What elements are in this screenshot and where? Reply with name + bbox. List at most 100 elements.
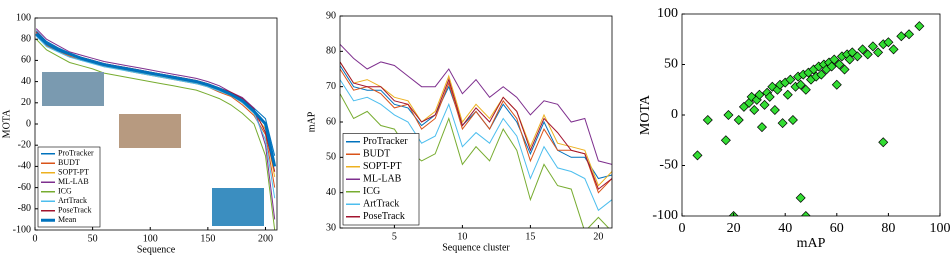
y-tick-label: 40 [21, 76, 31, 87]
y-tick-label: 0 [671, 107, 678, 122]
scatter-point [764, 91, 775, 102]
y-axis-label: MOTA [638, 94, 653, 135]
scatter-point [816, 69, 827, 80]
scatter-point [795, 192, 806, 203]
axes-frame [681, 13, 941, 217]
legend-label: ML-LAB [363, 174, 402, 185]
series-line [340, 79, 612, 212]
scatter-point [787, 115, 798, 126]
axes-frame [34, 17, 278, 231]
x-tick-label: 15 [525, 231, 535, 242]
legend-label: ProTracker [363, 136, 408, 147]
y-axis-label: MOTA [1, 109, 12, 138]
scatter-point [867, 41, 878, 52]
y-tick-label: 100 [657, 6, 678, 21]
scatter-point [800, 211, 811, 216]
y-tick-label: 70 [326, 81, 336, 92]
scatter-point [702, 115, 713, 126]
scatter-point [733, 115, 744, 126]
x-tick-label: 200 [258, 233, 273, 244]
scatter-point [720, 135, 731, 146]
legend-label: ICG [363, 186, 380, 197]
x-axis-label: Sequence [137, 244, 176, 255]
photo [42, 72, 104, 106]
scatter-point [839, 64, 850, 75]
scatter-point [777, 118, 788, 129]
scatter-point [834, 59, 845, 70]
series-line [340, 61, 612, 190]
scatter-point [795, 79, 806, 90]
x-tick-label: 0 [679, 221, 686, 236]
chart: 5 10 15 20 30 40 50 60 70 80 90 Sequence cluster mAP… [306, 10, 613, 253]
series-line [35, 38, 276, 230]
series-line [340, 61, 612, 187]
series-line [340, 93, 610, 228]
y-tick-label: -20 [18, 139, 31, 150]
plot-area [692, 21, 925, 216]
x-tick-label: 20 [593, 231, 603, 242]
scatter-point [904, 29, 915, 40]
scatter-point [878, 137, 889, 148]
axes-frame [339, 15, 613, 229]
series-line [340, 68, 612, 194]
plot-area [340, 43, 612, 228]
scatter-point [754, 89, 765, 100]
y-tick-label: -60 [18, 182, 31, 193]
scatter-point [888, 44, 899, 55]
scatter-point [800, 84, 811, 95]
chart: 0 20 40 60 80 100 -100 -50 0 50 100 mAP MOTA [638, 6, 950, 251]
x-tick-label: 60 [830, 221, 844, 236]
y-tick-label: 80 [326, 46, 336, 57]
scatter-point [852, 51, 863, 62]
legend-label: PoseTrack [58, 206, 91, 215]
x-tick-label: 150 [200, 233, 215, 244]
y-tick-label: -80 [18, 203, 31, 214]
scatter-point [873, 47, 884, 58]
x-tick-label: 50 [88, 233, 98, 244]
legend-label: SOPT-PT [363, 161, 402, 172]
y-tick-label: 40 [326, 187, 336, 198]
y-tick-label: 60 [21, 55, 31, 66]
legend-label: ML-LAB [58, 177, 89, 186]
x-tick-label: 100 [930, 221, 951, 236]
legend-label: SOPT-PT [58, 168, 89, 177]
scatter-point [749, 104, 760, 115]
legend-label: ArtTrack [363, 199, 399, 210]
x-tick-label: 40 [778, 221, 792, 236]
scatter-point [785, 74, 796, 85]
series-line [35, 32, 277, 167]
y-tick-label: 100 [16, 12, 31, 23]
scatter-point [829, 54, 840, 65]
y-tick-label: 60 [326, 116, 336, 127]
y-axis-label: mAP [306, 111, 317, 132]
scatter-point [844, 54, 855, 65]
y-tick-label: -50 [659, 158, 678, 173]
x-tick-label: 0 [33, 233, 38, 244]
y-tick-label: 50 [326, 152, 336, 163]
scatter-point [883, 37, 894, 48]
legend: ProTrackerBUDTSOPT-PTML-LABICGArtTrackPo… [342, 133, 420, 226]
y-tick-label: 0 [26, 118, 31, 129]
scatter-point [769, 104, 780, 115]
photo [212, 188, 264, 226]
y-tick-label: -100 [13, 224, 31, 235]
scatter-point [723, 110, 734, 120]
legend-label: Mean [58, 215, 76, 224]
legend-box [37, 146, 101, 228]
legend-label: BUDT [363, 149, 390, 160]
x-tick-label: 10 [457, 231, 467, 242]
x-tick-label: 80 [881, 221, 895, 236]
scatter-point [826, 61, 837, 72]
y-tick-label: 20 [21, 97, 31, 108]
scatter-point [692, 150, 703, 161]
x-axis-label: Sequence cluster [442, 242, 510, 253]
y-tick-label: 90 [326, 10, 336, 21]
photos [42, 72, 264, 226]
scatter-point [759, 99, 770, 110]
x-axis-label: mAP [797, 236, 826, 251]
y-tick-label: -100 [652, 208, 678, 223]
y-tick-label: 30 [326, 222, 336, 233]
legend: ProTrackerBUDTSOPT-PTML-LABICGArtTrackPo… [37, 146, 101, 228]
